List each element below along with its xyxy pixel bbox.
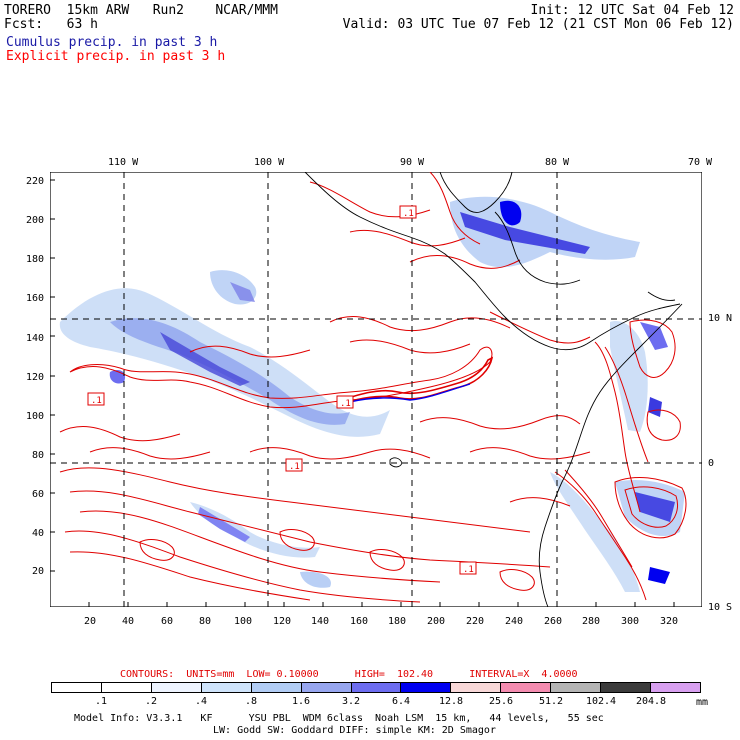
colorbar-label: 6.4 [391,696,411,707]
model-info-line2: LW: Godd SW: Goddard DIFF: simple KM: 2D… [213,725,496,736]
colorbar-cell [301,683,352,692]
map-plot: .1 .1 .1 .1 .1 [50,172,702,607]
colorbar-cell [551,683,602,692]
colorbar-label: .4 [194,696,208,707]
colorbar-cell [501,683,552,692]
lat-label: 10 S [708,602,733,613]
y-tick-label: 80 [32,450,45,461]
y-tick-label: 100 [26,411,45,422]
colorbar-label: .2 [144,696,158,707]
colorbar-label: 102.4 [585,696,617,707]
contour-label: .1 [403,209,414,219]
colorbar-label: 51.2 [538,696,564,707]
y-tick-label: 160 [26,293,45,304]
x-tick-label: 260 [544,616,563,627]
x-tick-label: 200 [427,616,446,627]
colorbar-cell [251,683,302,692]
y-tick-label: 200 [26,215,45,226]
lat-label: 10 N [708,313,733,324]
latlon-grid [50,172,702,607]
colorbar-label: 1.6 [291,696,311,707]
contour-label-box [87,392,105,406]
colorbar-cell [451,683,502,692]
x-tick-label: 320 [660,616,679,627]
x-tick-label: 20 [84,616,97,627]
colorbar-cell [151,683,202,692]
lon-label: 100 W [254,157,285,168]
contour-label: .1 [91,396,102,406]
lon-label: 110 W [108,157,139,168]
colorbar-cell [651,683,700,692]
y-tick-label: 140 [26,333,45,344]
model-run-title: TORERO 15km ARW Run2 NCAR/MMM [4,3,278,18]
y-tick-label: 60 [32,489,45,500]
init-time: Init: 12 UTC Sat 04 Feb 12 [530,3,735,18]
field-title-explicit: Explicit precip. in past 3 h [6,49,226,64]
colorbar-cell [201,683,252,692]
contour-label: .1 [463,565,474,575]
x-tick-label: 120 [273,616,292,627]
lat-label: 0 [708,458,715,469]
colorbar-cell [101,683,152,692]
contour-label-boxes: .1 .1 .1 .1 .1 [87,205,477,575]
x-tick-label: 60 [161,616,174,627]
colorbar-label: 25.6 [488,696,514,707]
contour-label-box [399,205,417,219]
x-tick-label: 100 [234,616,253,627]
model-info-line1: Model Info: V3.3.1 KF YSU PBL WDM 6class… [74,713,604,724]
forecast-hour: Fcst: 63 h [4,17,98,32]
lon-label: 80 W [545,157,570,168]
colorbar-cell [401,683,452,692]
colorbar-label: .8 [244,696,258,707]
frame-ticks [50,179,675,607]
field-title-cumulus: Cumulus precip. in past 3 h [6,35,218,50]
y-tick-label: 20 [32,566,45,577]
contour-info: CONTOURS: UNITS=mm LOW= 0.10000 HIGH= 10… [120,669,578,680]
contour-label-box [459,561,477,575]
colorbar-label: 204.8 [635,696,667,707]
valid-time: Valid: 03 UTC Tue 07 Feb 12 (21 CST Mon … [342,17,734,32]
x-tick-label: 180 [388,616,407,627]
colorbar-unit: mm [696,697,709,708]
colorbar-cell [52,683,102,692]
colorbar-label: 12.8 [438,696,464,707]
contour-label: .1 [289,462,300,472]
x-tick-label: 280 [582,616,601,627]
colorbar-label: 3.2 [341,696,361,707]
y-tick-label: 40 [32,528,45,539]
explicit-precip-contours [59,172,687,603]
x-tick-label: 300 [621,616,640,627]
colorbar-labels: .1 .2 .4 .8 1.6 3.2 6.4 12.8 25.6 51.2 102.4 204.8 [51,696,701,707]
coastline [304,172,683,607]
y-tick-label: 120 [26,372,45,383]
colorbar-cell [601,683,652,692]
y-tick-label: 220 [26,176,45,187]
lon-label: 70 W [688,157,713,168]
lon-label: 90 W [400,157,425,168]
colorbar-label: .1 [94,696,108,707]
x-tick-label: 240 [505,616,524,627]
y-tick-label: 180 [26,254,45,265]
contour-label: .1 [340,399,351,409]
colorbar-cell [351,683,402,692]
x-tick-label: 220 [466,616,485,627]
contour-label-box [336,395,354,409]
contour-label-box [285,458,303,472]
x-tick-label: 40 [122,616,135,627]
x-tick-label: 160 [350,616,369,627]
x-tick-label: 80 [199,616,212,627]
x-tick-label: 140 [311,616,330,627]
colorbar [51,682,701,693]
